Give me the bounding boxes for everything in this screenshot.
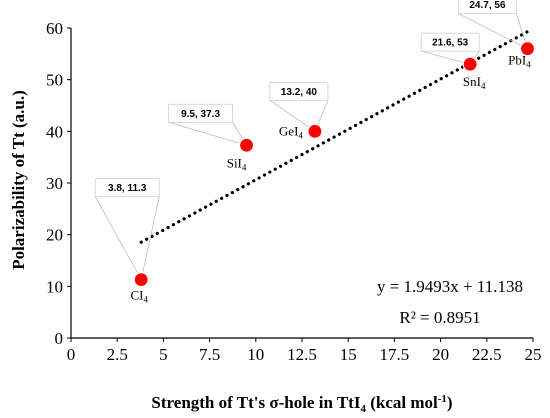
y-tick-label: 50 [46,71,63,90]
callout-label: 21.6, 53 [432,38,469,49]
callout-label: 24.7, 56 [469,0,506,11]
point-name-label: SiI4 [227,155,247,172]
points-group [133,41,536,288]
callout-label: 13.2, 40 [281,87,318,98]
callout-leader [458,13,528,50]
data-point [238,137,255,153]
x-tick-label: 15 [340,345,357,364]
y-tick-label: 10 [46,277,63,296]
data-point [307,123,323,139]
data-point [519,41,536,57]
callout-box [269,81,329,101]
x-tick-label: 25 [525,345,542,364]
r-squared-label: R² = 0.8951 [399,308,480,327]
y-tick-label: 20 [46,226,63,245]
y-tick-label: 60 [46,19,63,38]
x-tick-label: 0 [67,345,76,364]
x-tick-label: 10 [247,345,264,364]
axes: 0 2.5 5 7.5 10 12.5 15 17.5 20 22.5 25 0 10 20 30 40 50 6… [46,19,542,364]
callout-box [94,178,160,198]
point-name-label: PbI4 [508,53,531,70]
callout-leader [94,196,142,280]
callout-leader [168,121,247,146]
callouts-group: 3.8, 11.3 9.5, 37.3 13.2, 40 21.6, 53 24.7, … [94,0,528,280]
x-tick-label: 20 [432,345,449,364]
point-name-label: CI4 [130,288,148,305]
x-tick-label: 7.5 [199,345,220,364]
point-labels-group: CI4 SiI4 GeI4 SnI4 PbI4 [130,53,531,305]
point-name-label: GeI4 [279,123,304,140]
callout-leader [421,50,471,65]
y-tick-label: 40 [46,122,63,141]
x-axis-title: Strength of Tt's σ-hole in TtI4 (kcal mo… [151,393,452,415]
callout-box [458,0,517,15]
callout-box [168,103,233,123]
y-tick-label: 30 [46,174,63,193]
y-tick-label: 0 [55,329,64,348]
callout-leader [269,100,316,132]
callout-leader [140,196,160,280]
data-point [462,56,478,72]
x-tick-label: 22.5 [472,345,502,364]
y-axis-title: Polarizability of Tt (a.u.) [9,90,28,270]
callout-label: 9.5, 37.3 [181,109,220,120]
x-tick-label: 5 [159,345,168,364]
x-tick-label: 12.5 [287,345,317,364]
point-name-label: SnI4 [463,74,486,91]
data-point [133,272,149,288]
x-tick-label: 2.5 [107,345,128,364]
equation-label: y = 1.9493x + 11.138 [377,277,523,296]
callout-box [420,32,480,52]
x-tick-label: 17.5 [380,345,410,364]
callout-label: 3.8, 11.3 [108,183,147,194]
